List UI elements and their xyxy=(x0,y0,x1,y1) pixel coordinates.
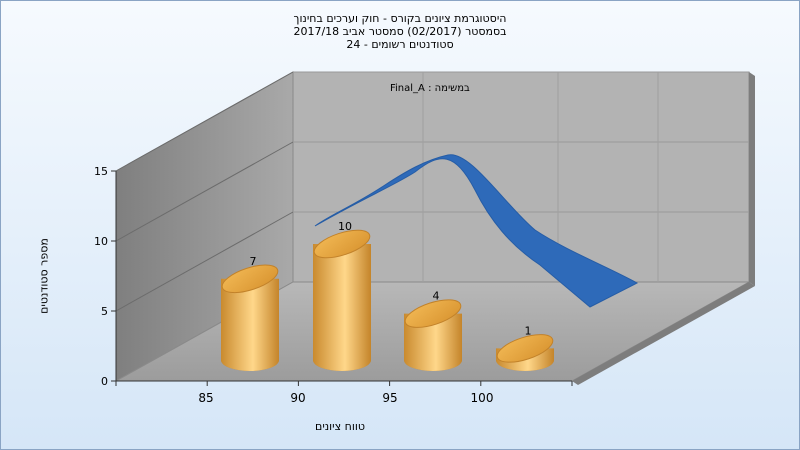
distribution-curve xyxy=(314,154,639,308)
legend-text: במשימה : Final_A xyxy=(390,83,470,94)
gridline-left xyxy=(115,71,294,172)
gridline-left xyxy=(115,141,294,242)
x-axis-label: טווח ציונים xyxy=(315,420,365,433)
y-axis-label: מספר סטודנטים xyxy=(37,238,51,314)
title-line-3: סטודנטים רשומים - 24 xyxy=(346,38,454,51)
bar-body xyxy=(313,244,371,371)
y-tick-label: 15 xyxy=(94,165,108,178)
wall-edge xyxy=(749,72,755,286)
chart-title: היסטוגרמת ציונים בקורס - חוק וערכים בחינ… xyxy=(0,12,800,51)
bar-100: 1 xyxy=(496,324,554,371)
bar-body xyxy=(404,313,462,371)
bar-95: 4 xyxy=(404,290,462,371)
bar-85: 7 xyxy=(221,255,279,371)
bar-value-label: 1 xyxy=(525,324,532,337)
bar-value-label: 10 xyxy=(338,220,352,233)
x-tick-label: 95 xyxy=(382,391,397,405)
y-tick-label: 0 xyxy=(101,375,108,388)
floor-edge xyxy=(572,282,755,385)
y-tick-label: 10 xyxy=(94,235,108,248)
gridline-left xyxy=(115,211,294,312)
bar-top xyxy=(221,264,279,294)
x-tick-label: 90 xyxy=(290,391,305,405)
bar-90: 10 xyxy=(313,220,371,371)
bar-top xyxy=(496,334,554,363)
title-line-2: בסמסטר (02/2017) סמסטר אביב 2017/18 xyxy=(293,25,507,38)
bar-value-label: 7 xyxy=(250,255,257,268)
x-tick-label: 85 xyxy=(198,391,213,405)
y-tick-label: 5 xyxy=(101,305,108,318)
bar-top xyxy=(404,299,462,328)
bar-body xyxy=(221,278,279,371)
x-tick-label: 100 xyxy=(471,391,494,405)
title-line-1: היסטוגרמת ציונים בקורס - חוק וערכים בחינ… xyxy=(293,12,507,25)
bar-top xyxy=(313,229,371,259)
bar-value-label: 4 xyxy=(433,290,440,303)
